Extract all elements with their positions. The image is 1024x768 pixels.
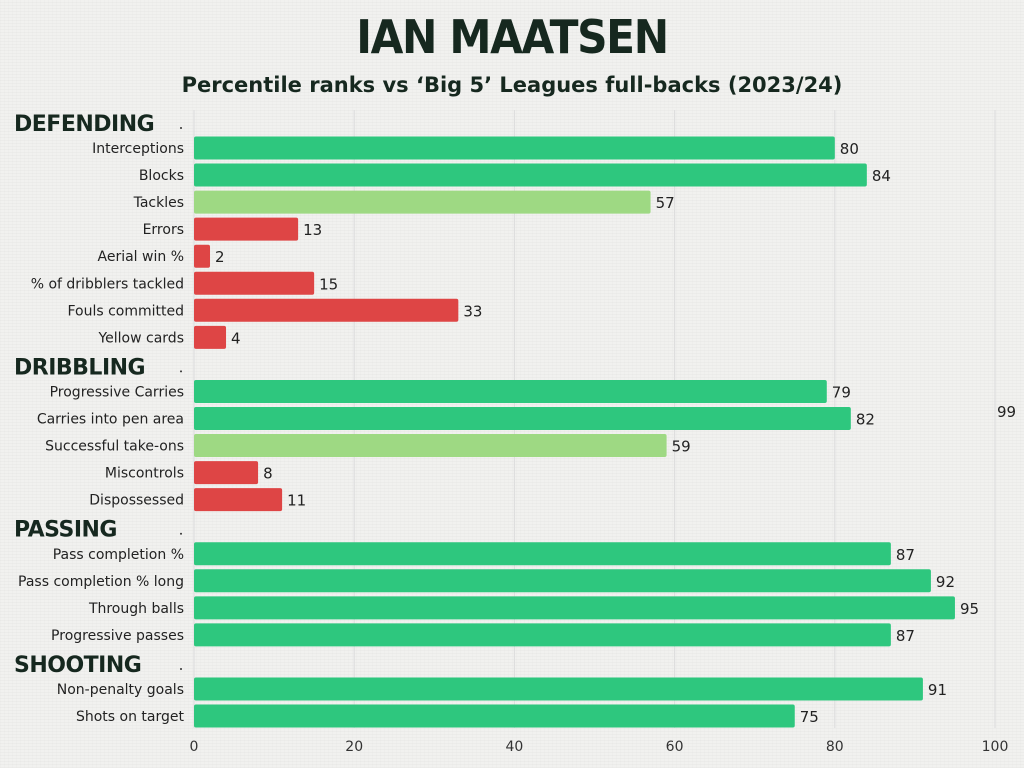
- bar-value-label: 79: [832, 383, 851, 401]
- bar: [194, 407, 851, 430]
- bar-value-label: 33: [463, 302, 482, 320]
- row-label: % of dribblers tackled: [31, 276, 184, 292]
- x-tick-label: 60: [666, 739, 684, 755]
- row-label: Dispossessed: [89, 493, 184, 509]
- x-tick-label: 0: [190, 739, 199, 755]
- chart-subtitle: Percentile ranks vs ‘Big 5’ Leagues full…: [181, 73, 843, 97]
- bar: [194, 190, 651, 214]
- bar: [194, 434, 667, 458]
- bar: [194, 569, 931, 593]
- bar-value-label: 8: [263, 465, 273, 483]
- bar-value-label: 91: [928, 681, 947, 699]
- row-label: Aerial win %: [98, 249, 184, 265]
- row-label: Through balls: [88, 601, 184, 617]
- bar: [194, 596, 955, 620]
- row-label: Yellow cards: [97, 330, 184, 346]
- row-label: Fouls committed: [67, 303, 184, 319]
- group-heading-dot: [180, 667, 182, 670]
- group-heading-dribbling: DRIBBLING: [14, 355, 145, 380]
- bar: [194, 217, 299, 241]
- row-label: Progressive Carries: [50, 384, 184, 400]
- group-heading-passing: PASSING: [14, 518, 117, 543]
- group-heading-dot: [180, 370, 182, 373]
- group-heading-dot: [180, 126, 182, 129]
- row-label: Shots on target: [76, 709, 185, 725]
- bar-value-label: 59: [672, 438, 691, 456]
- group-heading-defending: DEFENDING: [14, 112, 154, 137]
- bar: [194, 623, 891, 647]
- bar: [194, 677, 923, 701]
- bar: [194, 136, 835, 160]
- x-tick-label: 20: [345, 739, 363, 755]
- bar-value-label: 75: [800, 708, 819, 726]
- bar: [194, 244, 211, 268]
- row-label: Pass completion % long: [18, 574, 184, 590]
- bar: [194, 461, 259, 485]
- bar-value-label: 13: [303, 221, 322, 239]
- row-label: Progressive passes: [51, 628, 184, 644]
- row-label: Tackles: [133, 195, 184, 211]
- bar: [194, 298, 459, 322]
- bar-value-label: 80: [840, 140, 859, 158]
- x-tick-label: 40: [505, 739, 523, 755]
- bar: [194, 488, 283, 512]
- x-tick-label: 100: [982, 739, 1009, 755]
- row-label: Miscontrols: [105, 466, 184, 482]
- bar-value-label: 95: [960, 600, 979, 618]
- bar-value-label: 4: [231, 329, 241, 347]
- bar-value-label: 57: [656, 194, 675, 212]
- chart-title: IAN MAATSEN: [356, 10, 669, 64]
- row-label: Interceptions: [92, 141, 184, 157]
- x-tick-label: 80: [826, 739, 844, 755]
- group-heading-dot: [180, 532, 182, 535]
- bar-value-label: 2: [215, 248, 225, 266]
- bar: [194, 542, 891, 566]
- row-label: Carries into pen area: [37, 412, 184, 428]
- row-label: Pass completion %: [53, 547, 184, 563]
- row-label: Errors: [143, 222, 184, 238]
- bar-value-label: 15: [319, 275, 338, 293]
- row-label: Successful take-ons: [45, 439, 184, 455]
- row-label: Blocks: [139, 168, 184, 184]
- bar: [194, 271, 315, 295]
- bar-value-label: 82: [856, 411, 875, 429]
- group-heading-shooting: SHOOTING: [14, 653, 141, 678]
- bar: [194, 163, 867, 187]
- bar-value-label: 87: [896, 546, 915, 564]
- bar: [194, 379, 827, 403]
- bar-value-label: 11: [287, 492, 306, 510]
- bar-value-label: 92: [936, 573, 955, 591]
- bar-value-label: 84: [872, 167, 891, 185]
- row-label: Non-penalty goals: [57, 682, 184, 698]
- stray-value-label: 99: [997, 403, 1016, 421]
- bar: [194, 704, 795, 728]
- bar-value-label: 87: [896, 627, 915, 645]
- bar: [194, 325, 227, 349]
